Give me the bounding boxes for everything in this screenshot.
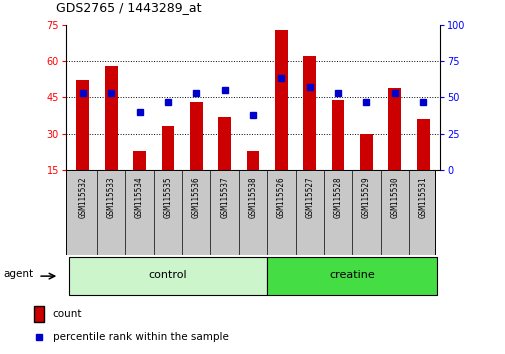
Bar [274, 30, 287, 170]
Text: GSM115537: GSM115537 [220, 177, 229, 218]
Text: GSM115538: GSM115538 [248, 177, 257, 218]
Text: creatine: creatine [329, 270, 374, 280]
Bar [246, 150, 259, 170]
Bar [388, 88, 400, 170]
Text: GSM115529: GSM115529 [361, 177, 370, 218]
FancyBboxPatch shape [69, 257, 267, 295]
Bar [218, 117, 231, 170]
Text: GDS2765 / 1443289_at: GDS2765 / 1443289_at [56, 1, 201, 14]
Text: GSM115527: GSM115527 [305, 177, 314, 218]
Bar [189, 102, 202, 170]
FancyBboxPatch shape [267, 257, 436, 295]
Text: percentile rank within the sample: percentile rank within the sample [53, 332, 228, 342]
Text: GSM115534: GSM115534 [135, 177, 144, 218]
Text: GSM115531: GSM115531 [418, 177, 427, 218]
Text: control: control [148, 270, 187, 280]
Text: count: count [53, 309, 82, 319]
Text: GSM115532: GSM115532 [78, 177, 87, 218]
Text: GSM115526: GSM115526 [276, 177, 285, 218]
Bar [303, 56, 316, 170]
Bar [76, 80, 89, 170]
Text: GSM115535: GSM115535 [163, 177, 172, 218]
Text: GSM115533: GSM115533 [107, 177, 116, 218]
Bar [331, 100, 344, 170]
Bar [360, 133, 372, 170]
Bar [416, 119, 429, 170]
Bar [133, 150, 145, 170]
Bar [105, 66, 117, 170]
Text: GSM115528: GSM115528 [333, 177, 342, 218]
Text: agent: agent [4, 269, 33, 279]
Bar [161, 126, 174, 170]
FancyBboxPatch shape [34, 306, 44, 321]
Text: GSM115530: GSM115530 [389, 177, 398, 218]
FancyBboxPatch shape [66, 170, 434, 255]
Text: GSM115536: GSM115536 [191, 177, 200, 218]
